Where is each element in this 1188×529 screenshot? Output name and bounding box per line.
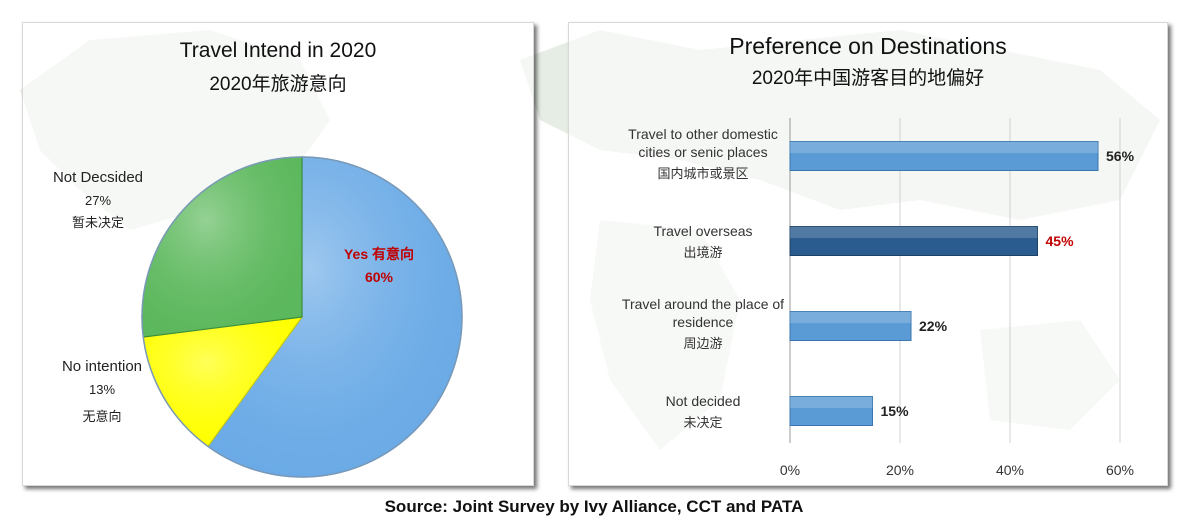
bar-category-label-line: residence	[673, 314, 734, 330]
source-note: Source: Joint Survey by Ivy Alliance, CC…	[384, 497, 804, 516]
bar-category-label-line: Travel around the place of	[622, 296, 784, 312]
pie-label-not-decided: Not Decsided	[53, 169, 143, 186]
bar-value-label-not-decided: 15%	[881, 403, 910, 419]
bar-category-label-domestic: Travel to other domestic cities or senic …	[628, 126, 778, 160]
pie-chart-subtitle: 2020年旅游意向	[209, 74, 347, 95]
bar-category-sublabel-overseas: 出境游	[683, 245, 722, 260]
bar-category-label-not-decided: Not decided	[666, 393, 741, 409]
bar-chart: 0% 20% 40% 60% 56% Travel to other domestic ci…	[622, 118, 1135, 478]
bar-around-residence	[789, 311, 912, 341]
bar-shine-not-decided	[790, 396, 873, 409]
pie-chart: Yes 有意向 60% No intention 13% 无意向 Not Decsided…	[53, 156, 463, 478]
pie-outline	[141, 156, 463, 478]
bar-category-label-overseas: Travel overseas	[653, 223, 752, 239]
pie-sublabel-not-decided: 暂未决定	[72, 215, 124, 230]
bar-category-label-around-residence: Travel around the place of residence	[622, 296, 784, 330]
bar-xtick-label: 40%	[996, 462, 1024, 478]
pie-value-yes: 60%	[365, 269, 394, 285]
bar-category-sublabel-domestic: 国内城市或景区	[657, 166, 748, 181]
pie-slice-yes-shine	[207, 157, 462, 477]
bar-not-decided	[789, 396, 873, 426]
pie-value-no-intention: 13%	[89, 382, 115, 397]
pie-slice-no-intention-shine	[143, 317, 302, 447]
bar-category-label-line: Travel to other domestic	[628, 126, 778, 142]
bar-xtick-label: 20%	[886, 462, 914, 478]
bar-domestic	[789, 141, 1099, 171]
bar-category-sublabel-not-decided: 未决定	[683, 415, 722, 430]
bar-overseas	[789, 226, 1038, 256]
bar-chart-subtitle: 2020年中国游客目的地偏好	[751, 68, 985, 89]
pie-value-not-decided: 27%	[85, 193, 111, 208]
bar-value-label-around-residence: 22%	[919, 318, 948, 334]
bar-category-sublabel-around-residence: 周边游	[683, 336, 722, 351]
pie-chart-panel: Travel Intend in 2020 2020年旅游意向 Yes 有意向 6…	[22, 22, 534, 486]
bar-xtick-label: 60%	[1106, 462, 1134, 478]
bar-shine-domestic	[790, 141, 1098, 154]
bar-value-label-domestic: 56%	[1106, 148, 1135, 164]
pie-label-no-intention: No intention	[62, 358, 142, 375]
bar-value-label-overseas: 45%	[1046, 233, 1075, 249]
pie-slice-not-decided-shine	[142, 157, 302, 338]
bar-shine-around-residence	[790, 311, 911, 324]
bar-xtick-label: 0%	[780, 462, 800, 478]
bar-shine-overseas	[790, 226, 1038, 239]
bar-category-label-line: cities or senic places	[638, 144, 767, 160]
pie-label-yes: Yes 有意向	[344, 246, 414, 262]
pie-sublabel-no-intention: 无意向	[82, 409, 121, 424]
bar-chart-panel: Preference on Destinations 2020年中国游客目的地偏…	[568, 22, 1168, 486]
bar-chart-title: Preference on Destinations	[729, 33, 1007, 59]
pie-chart-title: Travel Intend in 2020	[179, 39, 377, 62]
